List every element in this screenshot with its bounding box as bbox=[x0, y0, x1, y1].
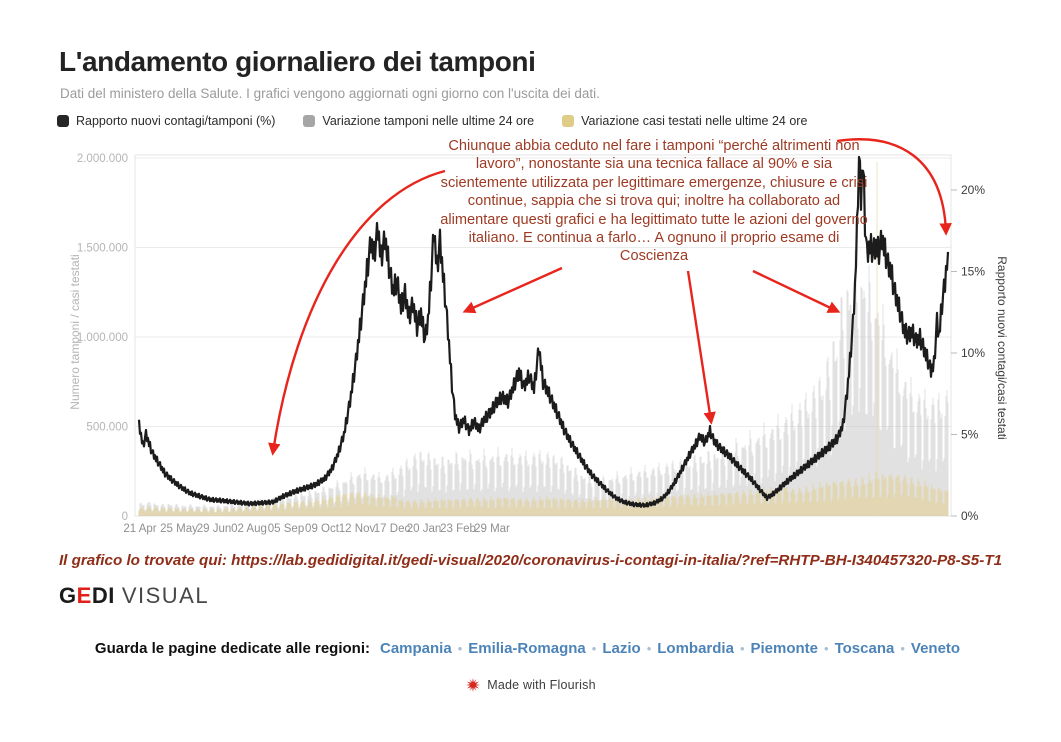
x-tick-label: 09 Oct bbox=[305, 523, 340, 535]
source-link-line[interactable]: Il grafico lo trovate qui: https://lab.g… bbox=[58, 552, 1003, 569]
gedi-visual-logo: GEDI VISUAL bbox=[59, 584, 209, 608]
annotation-text: Chiunque abbia ceduto nel fare i tamponi… bbox=[440, 138, 868, 265]
region-link-veneto[interactable]: Veneto bbox=[910, 640, 961, 657]
region-link-toscana[interactable]: Toscana bbox=[834, 640, 895, 657]
region-link-lazio[interactable]: Lazio bbox=[602, 640, 641, 657]
flourish-starburst-icon bbox=[466, 678, 481, 692]
legend-label-casi-testati: Variazione casi testati nelle ultime 24 … bbox=[581, 114, 808, 128]
x-tick-label: 12 Nov bbox=[339, 523, 376, 535]
logo-letters-di: DI bbox=[91, 583, 115, 608]
page-title: L'andamento giornaliero dei tamponi bbox=[59, 46, 536, 77]
annotation-arrow bbox=[836, 138, 952, 236]
x-tick-label: 17 Dec bbox=[374, 523, 411, 535]
x-tick-label: 21 Apr bbox=[123, 523, 156, 535]
bars-variazione-casi-testati bbox=[138, 472, 949, 516]
y-right-tick-label: 20% bbox=[961, 183, 985, 197]
x-tick-label: 25 May bbox=[160, 523, 198, 535]
x-tick-label: 23 Feb bbox=[440, 523, 476, 535]
y-right-tick-label: 0% bbox=[961, 509, 979, 523]
line-rapporto-contagi-tamponi bbox=[137, 155, 950, 508]
legend-item-ratio[interactable]: Rapporto nuovi contagi/tamponi (%) bbox=[57, 114, 275, 128]
legend-label-ratio: Rapporto nuovi contagi/tamponi (%) bbox=[76, 114, 276, 128]
legend-label-tamponi: Variazione tamponi nelle ultime 24 ore bbox=[322, 114, 535, 128]
legend-swatch-tamponi bbox=[303, 115, 316, 127]
annotation-arrow bbox=[462, 266, 563, 314]
region-separator-dot: • bbox=[457, 641, 463, 656]
x-tick-label: 20 Jan bbox=[407, 523, 442, 535]
y-left-tick-label: 1.000.000 bbox=[77, 332, 128, 344]
annotation-arrow bbox=[752, 269, 841, 313]
regions-label: Guarda le pagine dedicate alle regioni: bbox=[94, 640, 370, 657]
y-right-tick-label: 10% bbox=[961, 346, 985, 360]
x-tick-label: 29 Jun bbox=[197, 523, 232, 535]
region-separator-dot: • bbox=[739, 641, 745, 656]
chart-legend: Rapporto nuovi contagi/tamponi (%) Varia… bbox=[57, 114, 835, 128]
legend-swatch-casi-testati bbox=[562, 115, 575, 127]
region-separator-dot: • bbox=[824, 641, 829, 656]
flourish-badge[interactable]: Made with Flourish bbox=[0, 677, 1061, 693]
legend-item-tamponi[interactable]: Variazione tamponi nelle ultime 24 ore bbox=[303, 114, 534, 128]
y-right-tick-label: 5% bbox=[961, 428, 979, 442]
logo-letter-e: E bbox=[76, 583, 92, 608]
y-left-tick-label: 0 bbox=[122, 511, 128, 523]
legend-swatch-ratio bbox=[57, 115, 69, 127]
y-right-axis-title: Rapporto nuovi contagi/casi testati bbox=[995, 256, 1009, 439]
region-link-lombardia[interactable]: Lombardia bbox=[657, 640, 734, 657]
region-links-bar: Guarda le pagine dedicate alle regioni: C… bbox=[0, 640, 1061, 657]
flourish-label: Made with Flourish bbox=[487, 678, 596, 692]
y-right-tick-label: 15% bbox=[961, 265, 985, 279]
page-subtitle: Dati del ministero della Salute. I grafi… bbox=[60, 86, 600, 101]
annotation-arrow bbox=[268, 169, 446, 456]
logo-letter-g: G bbox=[59, 583, 77, 608]
y-left-tick-label: 2.000.000 bbox=[77, 153, 128, 165]
y-left-tick-label: 1.500.000 bbox=[77, 243, 128, 255]
y-left-axis-title: Numero tamponi / casi testati bbox=[68, 254, 82, 409]
x-tick-label: 29 Mar bbox=[474, 523, 510, 535]
region-link-piemonte[interactable]: Piemonte bbox=[750, 640, 819, 657]
x-tick-label: 05 Sep bbox=[268, 523, 304, 535]
region-separator-dot: • bbox=[646, 641, 652, 656]
legend-item-casi-testati[interactable]: Variazione casi testati nelle ultime 24 … bbox=[562, 114, 807, 128]
logo-word-visual: VISUAL bbox=[121, 583, 210, 608]
x-tick-label: 02 Aug bbox=[231, 523, 267, 535]
region-link-campania[interactable]: Campania bbox=[379, 640, 452, 657]
region-separator-dot: • bbox=[900, 641, 905, 656]
y-left-tick-label: 500.000 bbox=[86, 422, 128, 434]
annotation-arrow bbox=[686, 270, 716, 425]
region-link-emilia-romagna[interactable]: Emilia-Romagna bbox=[468, 640, 586, 657]
region-separator-dot: • bbox=[591, 641, 597, 656]
